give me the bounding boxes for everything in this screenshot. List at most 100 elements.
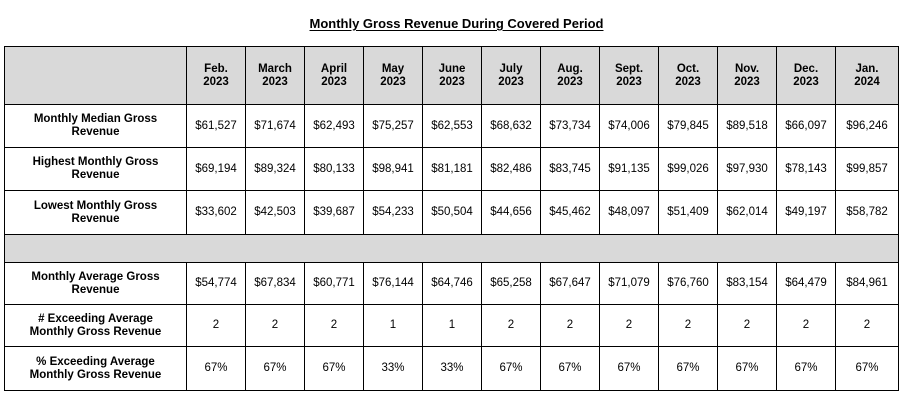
value-cell: $62,553 <box>422 104 482 148</box>
value-cell: 2 <box>658 304 718 347</box>
month-header: Nov. 2023 <box>717 46 777 105</box>
month-name: July <box>499 62 523 75</box>
table-row: Lowest Monthly Gross Revenue $33,602 $42,50… <box>4 190 899 235</box>
month-header: Feb. 2023 <box>186 46 246 105</box>
value-cell: $82,486 <box>481 147 541 191</box>
month-header: April 2023 <box>304 46 364 105</box>
value-cell: $50,504 <box>422 190 482 235</box>
row-label-line: Revenue <box>71 169 120 181</box>
value-cell: $48,097 <box>599 190 659 235</box>
value-cell: $89,518 <box>717 104 777 148</box>
month-name: June <box>438 62 466 75</box>
value-cell: $61,527 <box>186 104 246 148</box>
value-cell: 67% <box>481 346 541 391</box>
value-cell: 1 <box>363 304 423 347</box>
value-cell: $98,941 <box>363 147 423 191</box>
revenue-table: Feb. 2023 March 2023 April 2023 May 2023 June 202… <box>4 46 899 391</box>
row-label: Highest Monthly Gross Revenue <box>4 147 187 191</box>
value-cell: $51,409 <box>658 190 718 235</box>
row-label: Monthly Average Gross Revenue <box>4 262 187 305</box>
value-cell: $84,961 <box>835 262 899 305</box>
value-cell: $42,503 <box>245 190 305 235</box>
table-row: Monthly Average Gross Revenue $54,774 $67,8… <box>4 262 899 305</box>
row-label-line: Monthly Average Gross <box>31 270 160 283</box>
value-cell: 2 <box>186 304 246 347</box>
month-year: 2023 <box>203 75 229 88</box>
month-name: April <box>320 62 348 75</box>
value-cell: $75,257 <box>363 104 423 148</box>
row-label-line: Revenue <box>71 283 120 296</box>
table-body: Monthly Median Gross Revenue $61,527 $71,67… <box>4 104 899 391</box>
value-cell: 2 <box>599 304 659 347</box>
value-cell: $44,656 <box>481 190 541 235</box>
value-cell: $67,647 <box>540 262 600 305</box>
month-year: 2023 <box>675 75 701 88</box>
value-cell: $58,782 <box>835 190 899 235</box>
value-cell: 2 <box>245 304 305 347</box>
row-label-line: Monthly Gross Revenue <box>29 325 162 338</box>
value-cell: 67% <box>186 346 246 391</box>
month-header: July 2023 <box>481 46 541 105</box>
value-cell: $97,930 <box>717 147 777 191</box>
month-year: 2023 <box>380 75 406 88</box>
value-cell: 67% <box>776 346 836 391</box>
table-title: Monthly Gross Revenue During Covered Per… <box>309 16 604 31</box>
value-cell: 2 <box>776 304 836 347</box>
month-name: Oct. <box>676 62 700 75</box>
value-cell: $66,097 <box>776 104 836 148</box>
value-cell: $78,143 <box>776 147 836 191</box>
month-year: 2023 <box>498 75 524 88</box>
value-cell: $73,734 <box>540 104 600 148</box>
row-label-line: Lowest Monthly Gross <box>33 199 158 212</box>
value-cell: $76,144 <box>363 262 423 305</box>
value-cell: $60,771 <box>304 262 364 305</box>
row-label-line: Highest Monthly Gross <box>32 156 159 168</box>
table-row: Monthly Median Gross Revenue $61,527 $71,67… <box>4 104 899 148</box>
value-cell: $62,493 <box>304 104 364 148</box>
month-header: Aug. 2023 <box>540 46 600 105</box>
value-cell: $80,133 <box>304 147 364 191</box>
value-cell: $83,154 <box>717 262 777 305</box>
month-name: Sept. <box>614 62 644 75</box>
value-cell: 33% <box>363 346 423 391</box>
value-cell: 67% <box>245 346 305 391</box>
row-label: Monthly Median Gross Revenue <box>4 104 187 148</box>
separator-row <box>4 234 899 263</box>
value-cell: $91,135 <box>599 147 659 191</box>
value-cell: $89,324 <box>245 147 305 191</box>
value-cell: 67% <box>599 346 659 391</box>
month-header: Sept. 2023 <box>599 46 659 105</box>
month-header: Oct. 2023 <box>658 46 718 105</box>
month-name: Feb. <box>204 62 228 75</box>
value-cell: $62,014 <box>717 190 777 235</box>
value-cell: $76,760 <box>658 262 718 305</box>
value-cell: 2 <box>835 304 899 347</box>
row-label: % Exceeding Average Monthly Gross Revenue <box>4 346 187 391</box>
month-header: May 2023 <box>363 46 423 105</box>
value-cell: $83,745 <box>540 147 600 191</box>
row-label: Lowest Monthly Gross Revenue <box>4 190 187 235</box>
value-cell: $39,687 <box>304 190 364 235</box>
value-cell: 2 <box>540 304 600 347</box>
month-header: Jan. 2024 <box>835 46 899 105</box>
month-year: 2023 <box>734 75 760 88</box>
value-cell: $71,079 <box>599 262 659 305</box>
value-cell: 2 <box>304 304 364 347</box>
value-cell: $81,181 <box>422 147 482 191</box>
month-name: May <box>381 62 405 75</box>
value-cell: 67% <box>835 346 899 391</box>
month-year: 2023 <box>557 75 583 88</box>
month-header: June 2023 <box>422 46 482 105</box>
value-cell: 67% <box>717 346 777 391</box>
value-cell: $71,674 <box>245 104 305 148</box>
row-label-line: Monthly Median Gross <box>33 113 158 125</box>
month-year: 2024 <box>854 75 880 88</box>
value-cell: $79,845 <box>658 104 718 148</box>
value-cell: $64,479 <box>776 262 836 305</box>
month-name: Nov. <box>734 62 760 75</box>
value-cell: $99,026 <box>658 147 718 191</box>
month-name: Dec. <box>793 62 819 75</box>
value-cell: $74,006 <box>599 104 659 148</box>
month-header: March 2023 <box>245 46 305 105</box>
month-year: 2023 <box>439 75 465 88</box>
